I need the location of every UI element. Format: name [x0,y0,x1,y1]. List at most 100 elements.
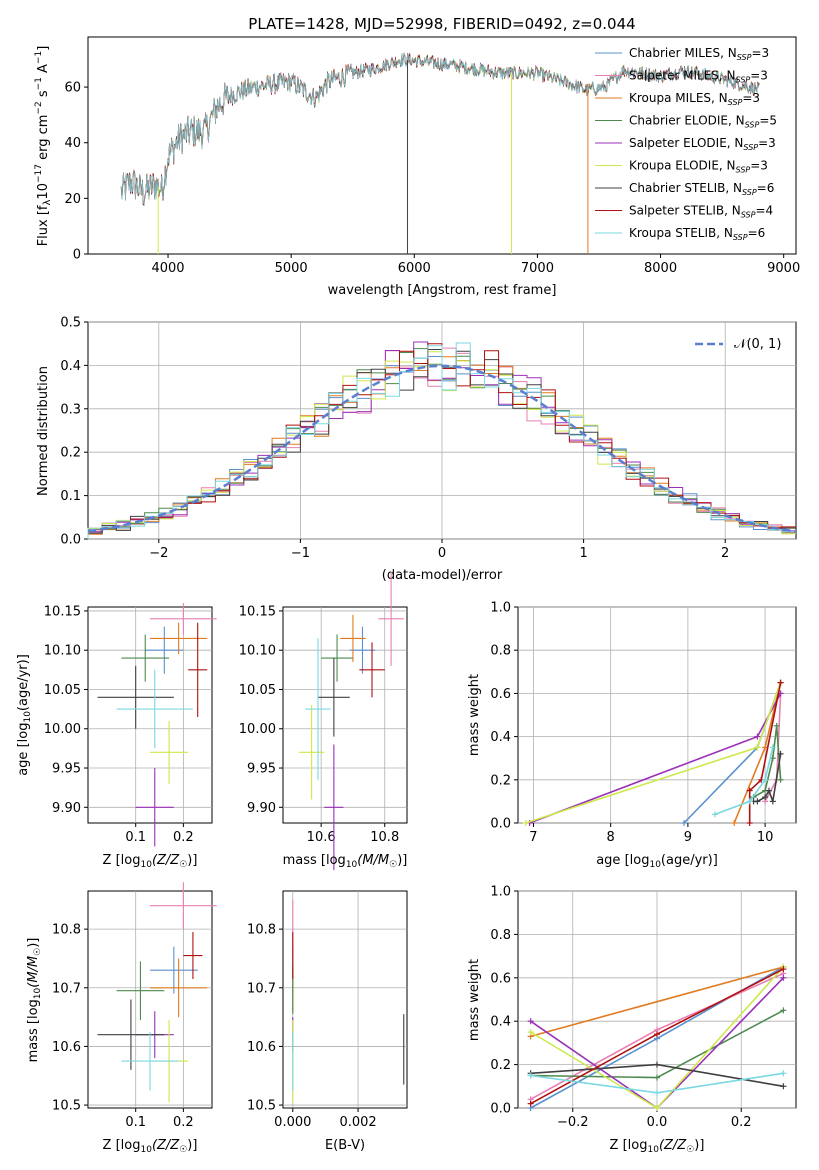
y-tick-label: 0.8 [490,928,511,943]
y-tick-label: 20 [64,192,81,207]
x-tick-label: 6000 [398,261,431,276]
x-tick-label: 9000 [767,261,800,276]
spectrum-line-model [120,52,760,205]
y-tick-label: 0.6 [490,687,511,702]
age-Z-panel: 0.1 0.2 9.90 9.95 10.00 10.05 10.10 10.15 Z [lo… [16,603,217,870]
x-tick-label: 0.1 [125,1115,146,1130]
y-tick-label: 0.0 [490,1102,511,1117]
legend-label: Chabrier STELIB, NSSP=6 [629,181,774,197]
age-Z-ylabel: age [log10(age/yr)] [16,654,33,776]
x-tick-label: 9 [684,830,692,845]
x-tick-label: 2 [721,546,729,561]
legend-label: Kroupa MILES, NSSP=3 [629,91,760,107]
mass-EBV-xlabel: E(B-V) [325,1138,365,1153]
x-tick-label: 7000 [521,261,554,276]
weight-Z-ylabel: mass weight [467,959,482,1041]
y-tick-label: 0.2 [60,446,81,461]
x-tick-label: 0.2 [173,830,194,845]
y-tick-label: 9.95 [247,762,276,777]
y-tick-label: 10.6 [247,1040,276,1055]
y-tick-label: 1.0 [490,885,511,900]
legend-label: Kroupa ELODIE, NSSP=3 [629,159,768,175]
age-mass-plot: 10.6 10.8 9.90 9.95 10.00 10.05 10.10 10.15 [239,571,407,871]
y-tick-label: 0.0 [60,533,81,548]
legend-label: Salpeter ELODIE, NSSP=3 [629,136,776,152]
x-tick-label: 0.000 [274,1115,311,1130]
weight-age-plot: 7 8 9 10 0.0 0.2 0.4 0.6 0.8 1.0 [490,601,796,845]
y-tick-label: 0.5 [60,316,81,331]
x-tick-label: −0.2 [557,1115,589,1130]
spectrum-ylabel: Flux [fλ10−17 erg cm−2 s−1 A−1] [34,46,53,247]
weight-age-ylabel: mass weight [467,674,482,756]
y-tick-label: 10.5 [247,1099,276,1114]
y-tick-label: 10.15 [239,604,276,619]
legend-gaussian-label: 𝒩(0, 1) [734,337,781,352]
age-mass-frame [282,606,408,824]
x-tick-label: 0.002 [339,1115,376,1130]
y-tick-label: 0.2 [490,773,511,788]
legend-label: Chabrier ELODIE, NSSP=5 [629,114,777,130]
mass-Z-frame [87,890,213,1109]
spectrum-xlabel: wavelength [Angstrom, rest frame] [328,283,557,298]
weight-line-model [530,966,784,1038]
spectrum-plot: 4000 5000 6000 7000 8000 9000 0 20 40 60 [64,52,800,276]
x-tick-label: 1 [579,546,587,561]
x-tick-label: 7 [529,830,537,845]
mass-Z-ylabel: mass [log10(M/M☉)] [26,938,43,1063]
y-tick-label: 0.4 [490,730,511,745]
y-tick-label: 9.90 [247,801,276,816]
y-tick-label: 60 [64,81,81,96]
y-tick-label: 10.5 [52,1099,81,1114]
legend-label: Kroupa STELIB, NSSP=6 [629,226,765,242]
x-tick-label: 0.0 [647,1115,668,1130]
x-tick-label: 0.2 [731,1115,752,1130]
histogram-step-model [87,343,796,539]
y-tick-label: 10.05 [44,683,81,698]
x-tick-label: 0.2 [173,1115,194,1130]
y-tick-label: 0.4 [60,359,81,374]
weight-line-model [714,747,774,816]
y-tick-label: 0.4 [490,1015,511,1030]
x-tick-label: 8000 [644,261,677,276]
y-tick-label: 0 [73,248,81,263]
y-tick-label: 0.6 [490,971,511,986]
histogram-panel: −2 −1 0 1 2 0.0 0.1 0.2 0.3 0.4 0.5 𝒩(0, 1) (data-… [36,316,797,583]
y-tick-label: 0.3 [60,402,81,417]
spectrum-frame [87,36,797,255]
y-tick-label: 9.90 [52,801,81,816]
y-tick-label: 0.1 [60,489,81,504]
histogram-plot: −2 −1 0 1 2 0.0 0.1 0.2 0.3 0.4 0.5 [60,316,797,561]
mass-EBV-plot: 0.000 0.002 10.5 10.6 10.7 10.8 [247,891,407,1130]
legend-label: Salpeter STELIB, NSSP=4 [629,204,773,220]
mass-EBV-frame [282,890,408,1109]
y-tick-label: 10.7 [247,981,276,996]
y-tick-label: 9.95 [52,762,81,777]
histogram-ylabel: Normed distribution [36,366,51,496]
age-Z-frame [87,606,213,824]
x-tick-label: 10 [757,830,774,845]
y-tick-label: 10.7 [52,981,81,996]
weight-age-xlabel: age [log10(age/yr)] [596,853,718,870]
figure-title: PLATE=1428, MJD=52998, FIBERID=0492, z=0… [248,15,635,33]
x-tick-label: 0.1 [125,830,146,845]
y-tick-label: 10.00 [239,722,276,737]
age-Z-xlabel: Z [log10(Z/Z☉)] [103,853,198,870]
mass-Z-plot: 0.1 0.2 10.5 10.6 10.7 10.8 [52,882,217,1130]
y-tick-label: 10.6 [52,1040,81,1055]
spectrum-panel: 4000 5000 6000 7000 8000 9000 0 20 40 60 Chabrier… [34,36,800,298]
weight-age-panel: 7 8 9 10 0.0 0.2 0.4 0.6 0.8 1.0 age [log10(age/y… [467,601,797,870]
histogram-step-model [87,342,796,539]
y-tick-label: 1.0 [490,601,511,616]
y-tick-label: 0.8 [490,644,511,659]
weight-Z-panel: −0.2 0.0 0.2 0.0 0.2 0.4 0.6 0.8 1.0 Z [log10(Z/… [467,885,797,1155]
weight-Z-plot: −0.2 0.0 0.2 0.0 0.2 0.4 0.6 0.8 1.0 [490,885,796,1130]
y-tick-label: 10.10 [44,644,81,659]
age-mass-xlabel: mass [log10(M/M☉)] [283,853,408,870]
weight-age-frame [517,606,797,824]
age-mass-panel: 10.6 10.8 9.90 9.95 10.00 10.05 10.10 10.15 mas… [239,571,408,871]
y-tick-label: 10.8 [52,923,81,938]
y-tick-label: 40 [64,136,81,151]
y-tick-label: 10.05 [239,683,276,698]
weight-Z-xlabel: Z [log10(Z/Z☉)] [610,1138,705,1155]
